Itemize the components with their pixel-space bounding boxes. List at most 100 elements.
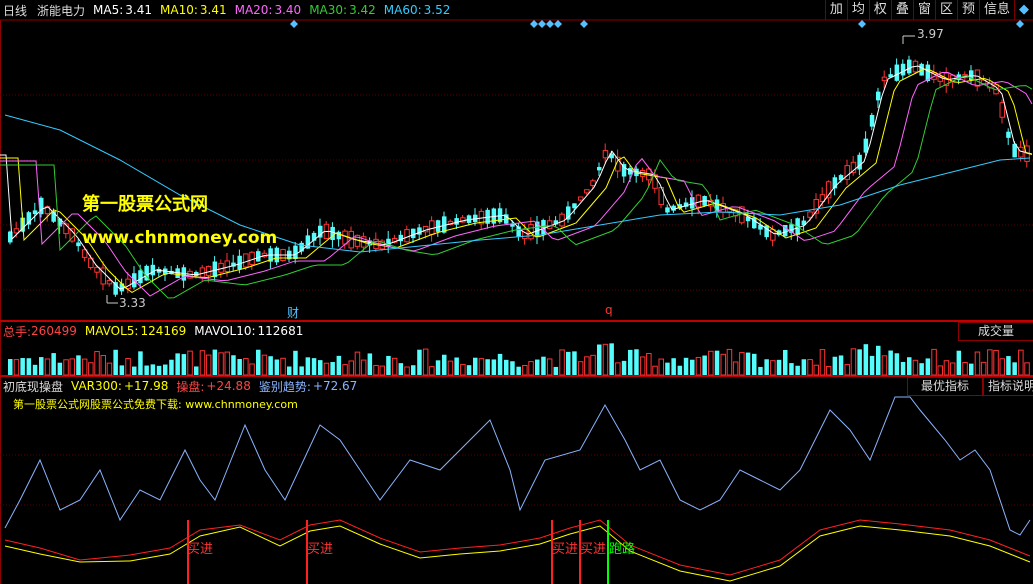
candle-body xyxy=(212,261,218,278)
volume-bar xyxy=(100,354,106,376)
volume-bar xyxy=(621,360,627,375)
volume-bar xyxy=(869,355,875,375)
toolbar-window-button[interactable]: 窗 xyxy=(912,0,935,20)
toolbar-average-button[interactable]: 均 xyxy=(846,0,869,20)
candle-body xyxy=(367,240,373,246)
candle-body xyxy=(144,265,149,281)
volume-bar xyxy=(280,357,286,376)
toolbar-add-button[interactable]: 加 xyxy=(824,0,847,20)
volume-tab[interactable]: 成交量 xyxy=(958,322,1033,341)
candle-body xyxy=(764,225,769,238)
volume-bar xyxy=(925,358,931,375)
volume-bar xyxy=(63,359,69,376)
best-indicator-tab[interactable]: 最优指标 xyxy=(907,377,983,396)
volume-bar xyxy=(602,343,609,376)
candle-body xyxy=(411,228,416,239)
indicator-lines xyxy=(4,396,1031,582)
volume-bar xyxy=(447,360,454,376)
candle-body xyxy=(336,231,342,240)
candle-body xyxy=(671,205,676,211)
volume-bar xyxy=(949,362,956,376)
volume-bar xyxy=(726,348,733,376)
volume-bar xyxy=(417,349,422,375)
volume-bar xyxy=(1012,362,1017,375)
volume-bar xyxy=(348,360,354,376)
candle-body xyxy=(100,267,106,285)
volume-bar xyxy=(559,349,565,376)
ma10-label: MA10: xyxy=(160,3,198,17)
toolbar-diamond-icon[interactable]: ◆ xyxy=(1014,0,1033,20)
volume-bar xyxy=(249,363,255,376)
indicator-name[interactable]: 初底现操盘 xyxy=(3,379,64,394)
financial-event-marker[interactable]: 财 xyxy=(287,306,300,320)
volume-bar xyxy=(708,350,714,376)
volume-bar xyxy=(336,355,342,375)
volume-bar xyxy=(677,365,683,375)
volume-bar xyxy=(311,358,317,375)
volume-bar xyxy=(646,352,652,376)
candle-body xyxy=(838,175,844,181)
candle-body xyxy=(553,220,559,225)
candle-body xyxy=(199,267,206,278)
candle-body xyxy=(690,197,695,209)
volume-bar xyxy=(360,359,367,376)
toolbar-info-button[interactable]: 信息 xyxy=(978,0,1014,20)
candle-body xyxy=(76,242,81,247)
volume-bar xyxy=(429,366,435,376)
candle-body xyxy=(510,223,515,227)
volume-bar xyxy=(931,348,937,376)
volume-bar xyxy=(299,366,304,375)
volume-bar xyxy=(497,353,503,375)
volume-bar xyxy=(411,365,416,375)
volume-bar xyxy=(783,349,788,375)
var300-value: +17.98 xyxy=(123,379,169,393)
candle-body xyxy=(138,270,143,284)
volume-bar xyxy=(807,359,813,376)
candle-body xyxy=(386,238,391,247)
candle-body xyxy=(677,204,683,209)
period-label[interactable]: 日线 xyxy=(3,3,28,18)
toolbar-overlay-button[interactable]: 叠 xyxy=(890,0,913,20)
trend-value: +72.67 xyxy=(312,379,358,393)
toolbar-rights-button[interactable]: 权 xyxy=(868,0,891,20)
volume-bar xyxy=(937,365,943,376)
candle-body xyxy=(813,198,819,214)
volume-bar xyxy=(844,364,850,376)
volume-bar xyxy=(373,364,379,376)
volume-bar xyxy=(739,352,745,376)
candle-body xyxy=(801,220,807,226)
volume-bar xyxy=(832,356,838,375)
var300-line xyxy=(4,525,1031,582)
indicator-help-tab[interactable]: 指标说明 xyxy=(983,377,1033,396)
candle-body xyxy=(13,228,20,234)
candle-body xyxy=(342,230,348,245)
q-event-marker[interactable]: q xyxy=(605,303,613,317)
volume-bar xyxy=(714,350,720,375)
candle-body xyxy=(999,102,1005,118)
volume-bar xyxy=(342,364,348,376)
buy-signal-label: 买进 xyxy=(552,542,579,557)
candle-body xyxy=(26,212,32,225)
toolbar-forecast-button[interactable]: 预 xyxy=(956,0,979,20)
ma60-value: 3.52 xyxy=(423,3,451,17)
mavol5-value: 124169 xyxy=(140,324,187,338)
volume-bar xyxy=(243,358,249,376)
volume-bar xyxy=(218,352,224,376)
candle-body xyxy=(776,230,782,236)
candle-body xyxy=(925,64,931,82)
candle-body xyxy=(602,150,609,159)
volume-bar xyxy=(770,360,776,376)
candle-body xyxy=(609,153,614,159)
candle-body xyxy=(516,226,521,237)
volume-bar xyxy=(8,359,13,375)
candle-body xyxy=(572,203,577,209)
toolbar-range-button[interactable]: 区 xyxy=(934,0,957,20)
volume-bar xyxy=(671,358,676,375)
volume-bar xyxy=(825,366,832,376)
volume-bar xyxy=(422,348,429,376)
ma20-value: 3.40 xyxy=(274,3,302,17)
buy-signal-label: 买进 xyxy=(580,542,607,557)
buy-signal-label: 买进 xyxy=(187,542,214,557)
volume-bar xyxy=(993,349,999,376)
